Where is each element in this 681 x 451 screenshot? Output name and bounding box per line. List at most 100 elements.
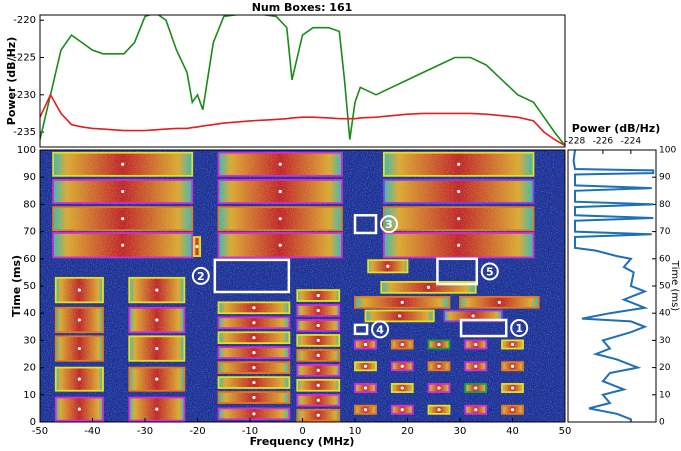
y-tick-label: 0	[659, 418, 665, 428]
box-center	[279, 217, 282, 220]
box-center	[155, 347, 158, 350]
annotation-label: 5	[486, 265, 494, 278]
box-center	[401, 365, 404, 368]
box-center	[195, 245, 198, 248]
y-tick-label: 40	[659, 309, 671, 319]
x-tick-label: -226	[593, 137, 614, 147]
box-center	[437, 365, 440, 368]
box-center	[252, 351, 255, 354]
box-center	[78, 288, 81, 291]
y-tick-label: 80	[23, 199, 36, 210]
box-center	[474, 386, 477, 389]
y-tick-label: 60	[23, 254, 36, 265]
box-center	[155, 407, 158, 410]
box-center	[317, 294, 320, 297]
y-tick-label: 90	[659, 173, 671, 183]
box-center	[279, 163, 282, 166]
box-center	[511, 386, 514, 389]
y-tick-label: 30	[23, 335, 36, 346]
box-center	[437, 343, 440, 346]
box-center	[364, 408, 367, 411]
box-center	[252, 381, 255, 384]
box-center	[78, 347, 81, 350]
box-center	[398, 314, 401, 317]
box-center	[78, 378, 81, 381]
box-center	[474, 343, 477, 346]
box-center	[474, 408, 477, 411]
annotation-label: 4	[376, 323, 384, 336]
box-center	[155, 378, 158, 381]
box-center	[78, 407, 81, 410]
plot-area	[40, 150, 565, 422]
box-center	[317, 324, 320, 327]
x-tick-label: 40	[506, 426, 519, 437]
y-tick-label: 100	[17, 145, 36, 156]
annotation-label: 1	[515, 322, 523, 335]
box-center	[252, 366, 255, 369]
box-center	[364, 365, 367, 368]
box-center	[457, 163, 460, 166]
x-axis-label: Frequency (MHz)	[250, 435, 355, 448]
box-center	[457, 217, 460, 220]
box-center	[317, 339, 320, 342]
y-axis-label: Time (ms)	[669, 260, 680, 312]
box-center	[498, 301, 501, 304]
box-center	[317, 369, 320, 372]
x-tick-label: 50	[559, 426, 572, 437]
box-center	[317, 384, 320, 387]
box-center	[279, 190, 282, 193]
box-center	[121, 163, 124, 166]
y-tick-label: -235	[13, 127, 36, 138]
x-tick-label: -228	[565, 137, 586, 147]
y-axis-label: Time (ms)	[10, 255, 23, 317]
y-tick-label: 50	[23, 281, 36, 292]
x-tick-label: -40	[84, 426, 100, 437]
box-center	[401, 386, 404, 389]
y-tick-label: 50	[659, 282, 671, 292]
box-center	[317, 354, 320, 357]
y-axis-label: Power (dB/Hz)	[5, 37, 18, 125]
y-tick-label: 80	[659, 200, 671, 210]
box-center	[472, 314, 475, 317]
box-center	[155, 318, 158, 321]
box-center	[401, 301, 404, 304]
box-center	[401, 343, 404, 346]
box-center	[252, 336, 255, 339]
y-tick-label: -220	[13, 15, 36, 26]
box-center	[511, 408, 514, 411]
box-center	[121, 217, 124, 220]
box-center	[121, 244, 124, 247]
box-center	[437, 408, 440, 411]
box-center	[386, 265, 389, 268]
box-center	[155, 288, 158, 291]
annotation-label: 3	[385, 218, 393, 231]
box-center	[317, 399, 320, 402]
x-tick-label: -20	[189, 426, 205, 437]
y-tick-label: 90	[23, 172, 36, 183]
x-tick-label: -30	[137, 426, 153, 437]
y-tick-label: 20	[659, 363, 671, 373]
y-tick-label: 10	[659, 390, 671, 400]
box-center	[252, 306, 255, 309]
y-tick-label: 20	[23, 363, 36, 374]
box-center	[78, 318, 81, 321]
box-center	[427, 286, 430, 289]
y-tick-label: -225	[13, 53, 36, 64]
y-tick-label: 60	[659, 254, 671, 264]
box-center	[252, 412, 255, 415]
y-tick-label: 70	[659, 227, 671, 237]
box-center	[121, 190, 124, 193]
chart-title: Num Boxes: 161	[252, 1, 353, 14]
box-center	[457, 190, 460, 193]
y-tick-label: 0	[30, 417, 36, 428]
x-tick-label: 30	[454, 426, 467, 437]
box-center	[279, 244, 282, 247]
x-tick-label: -224	[621, 137, 642, 147]
box-center	[317, 414, 320, 417]
box-center	[252, 321, 255, 324]
x-tick-label: 20	[401, 426, 414, 437]
box-center	[364, 343, 367, 346]
box-center	[511, 343, 514, 346]
panel-title: Power (dB/Hz)	[572, 122, 660, 135]
